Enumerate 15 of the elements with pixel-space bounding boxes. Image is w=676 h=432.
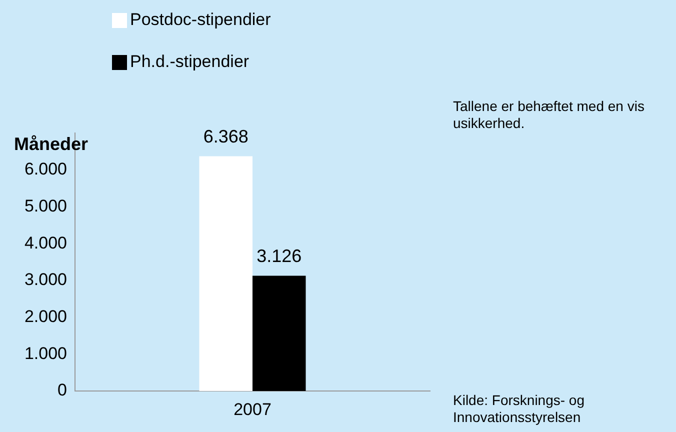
y-tick-label: 6.000 — [24, 160, 67, 179]
y-tick-label: 2.000 — [24, 306, 67, 326]
y-tick-label: 5.000 — [24, 196, 67, 216]
data-label: 6.368 — [203, 126, 248, 146]
y-tick-label: 0 — [58, 380, 67, 400]
legend-label: Ph.d.-stipendier — [129, 52, 250, 72]
y-tick-label: 3.000 — [24, 270, 67, 290]
text: Tallene er behæftet med en vis usikkerhed. — [453, 98, 646, 132]
legend-label: Postdoc-stipendier — [129, 10, 271, 30]
x-tick-label: 2007 — [234, 400, 272, 419]
y-axis-title: Måneder — [14, 134, 88, 155]
y-tick-label: 4.000 — [24, 233, 67, 252]
text: Kilde: Forsknings- og Innovationsstyrelsen — [453, 392, 586, 426]
y-tick-label: 1.000 — [24, 344, 67, 363]
data-label: 3.126 — [256, 246, 302, 266]
